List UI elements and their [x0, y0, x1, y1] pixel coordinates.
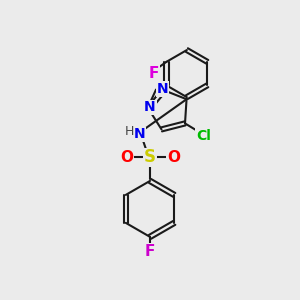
Text: H: H — [125, 125, 134, 138]
Text: S: S — [144, 148, 156, 166]
Text: N: N — [134, 128, 146, 141]
Text: O: O — [167, 150, 180, 165]
Text: O: O — [120, 150, 133, 165]
Text: N: N — [157, 82, 168, 96]
Text: Cl: Cl — [196, 129, 211, 143]
Text: N: N — [144, 100, 156, 115]
Text: F: F — [148, 65, 159, 80]
Text: F: F — [145, 244, 155, 259]
